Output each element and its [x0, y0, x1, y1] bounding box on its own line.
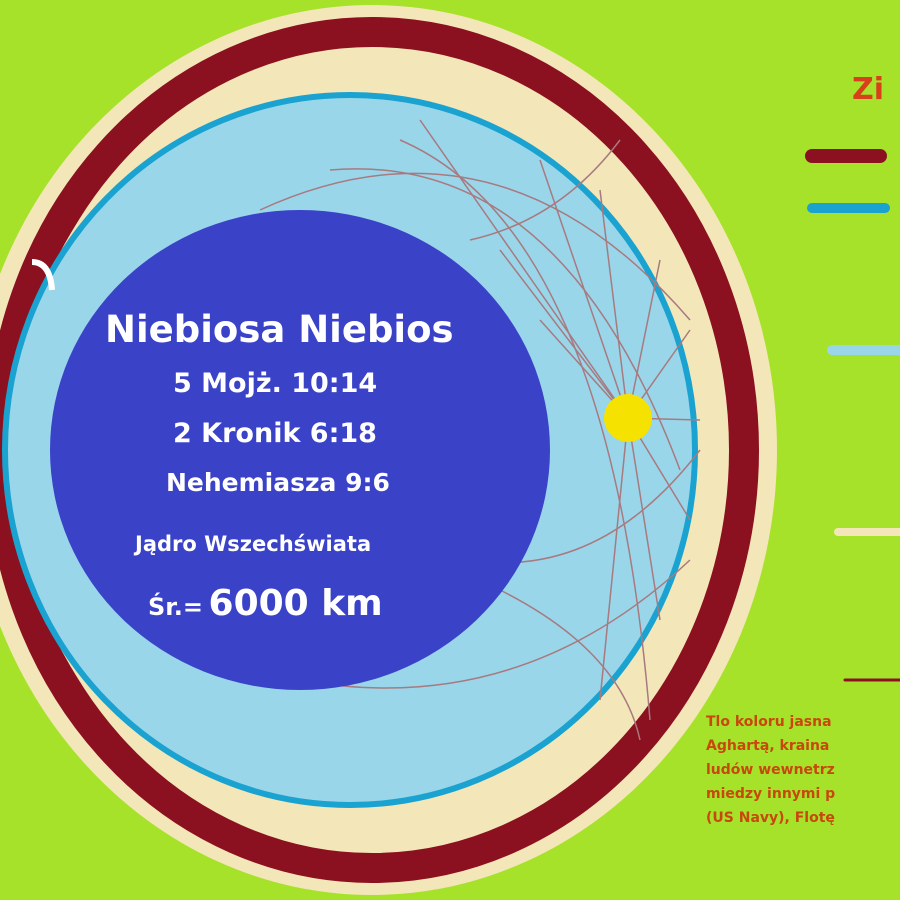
core-ref-3: Nehemiasza 9:6 — [166, 468, 390, 497]
note-line: miedzy innymi p — [706, 786, 836, 802]
core-ref-2: 2 Kronik 6:18 — [173, 418, 377, 449]
note-line: Aghartą, kraina — [706, 738, 830, 754]
universe-core — [50, 210, 550, 690]
sun-icon — [604, 394, 652, 442]
core-label: Jądro Wszechświata — [135, 532, 372, 556]
legend-lines — [805, 149, 900, 682]
legend-title: Zi — [852, 72, 885, 107]
note-line: ludów wewnetrz — [706, 762, 835, 778]
core-title: Niebiosa Niebios — [105, 308, 454, 351]
diameter-prefix: Śr.= — [148, 593, 203, 621]
note-text: Tlo koloru jasna Aghartą, kraina ludów w… — [706, 710, 835, 830]
note-line: (US Navy), Flotę — [706, 810, 835, 826]
core-diameter: Śr.= 6000 km — [148, 583, 383, 624]
outer-crust-ring — [0, 17, 759, 883]
arrow-icon — [31, 259, 55, 291]
note-line: Tlo koloru jasna — [706, 714, 832, 730]
diameter-value: 6000 km — [208, 583, 383, 624]
core-ref-1: 5 Mojż. 10:14 — [173, 368, 378, 399]
